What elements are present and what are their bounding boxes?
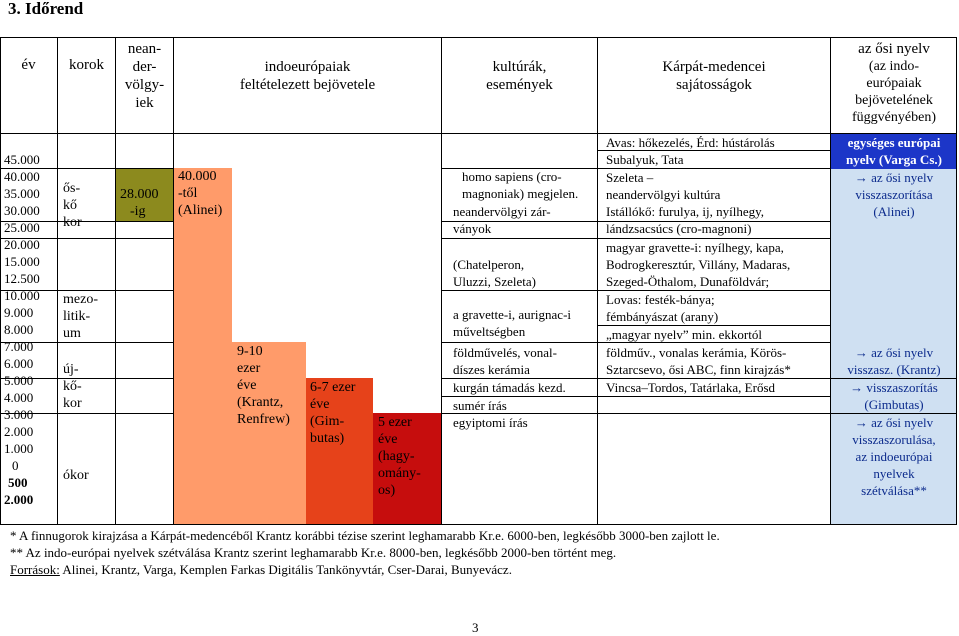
osi-nyelv-varga: egységes európai nyelv (Varga Cs.) [846, 135, 942, 167]
year-cell: 15.000 [4, 254, 40, 269]
year-cell: 12.500 [4, 271, 40, 286]
osi-nyelv-hagyomanyos: → az ősi nyelv visszaszorulása, az indoeur… [852, 415, 936, 498]
sources-label: Források: [10, 562, 60, 577]
varga-cell [831, 133, 956, 169]
alinei-bar [174, 168, 232, 524]
header-neandervolgyiek: nean- der- völgy- iek [124, 41, 165, 111]
table-border [0, 37, 957, 525]
year-cell: 5.000 [4, 373, 34, 388]
karpat-magyar-gravette: magyar gravette-i: nyílhegy, kapa, Bodrog… [606, 240, 791, 289]
header-kulturak: kultúrák, események [486, 59, 553, 93]
osi-nyelv-krantz: → az ősi nyelv visszasz. (Krantz) [847, 345, 941, 377]
year-cell: 2.000 [4, 424, 34, 439]
kor-ujkokor: új-kő-kor [63, 362, 82, 411]
osi-nyelv-cells [831, 169, 956, 524]
year-cell: 9.000 [4, 305, 34, 320]
kultura-neander: neandervölgyi zár-ványok [453, 204, 551, 236]
header-korok: korok [69, 57, 104, 73]
year-cell: 500 [8, 475, 28, 490]
kultura-foldmuveles: földművelés, vonal-díszes kerámia [453, 345, 557, 377]
alinei-bar-label: 40.000 -től (Alinei) [178, 169, 223, 218]
kor-mezolitikum: mezo-litik-um [63, 292, 98, 341]
krantz-bar-label: 9-10 ezer éve (Krantz, Renfrew) [237, 344, 290, 427]
hagyomanyos-bar-label: 5 ezer éve (hagy- omány- os) [378, 415, 421, 498]
karpat-foldmuveles: földműv., vonalas kerámia, Körös- Sztarcs… [606, 345, 791, 377]
neander-bar-label: 28.000 -ig [120, 187, 159, 219]
sources-line: Források: Alinei, Krantz, Varga, Kemplen… [10, 561, 950, 578]
kultura-chatelperon: (Chatelperon, Uluzzi, Szeleta) [453, 257, 537, 289]
year-cell: 10.000 [4, 288, 40, 303]
year-cell: 40.000 [4, 169, 40, 184]
kultura-kurgan: kurgán támadás kezd. [453, 380, 566, 395]
kor-oskokor: ős-kő kor [63, 181, 82, 230]
karpat-magyar-nyelv: „magyar nyelv” min. ekkortól [606, 327, 762, 342]
gimbutas-bar [306, 378, 373, 524]
header-osi-nyelv: az ősi nyelv (az indo- európaiak bejövet… [852, 41, 936, 125]
page-title: 3. Időrend [8, 0, 84, 18]
kultura-sumer: sumér írás [453, 398, 507, 413]
karpat-subalyuk: Subalyuk, Tata [606, 152, 684, 167]
osi-nyelv-gimbutas: → visszaszorítás (Gimbutas) [850, 380, 938, 412]
footnote-2: ** Az indo-európai nyelvek szétválása Kr… [10, 545, 617, 560]
year-cell: 25.000 [4, 220, 40, 235]
page-number: 3 [472, 620, 479, 635]
karpat-istallosko: Istállókő: furulya, ij, nyílhegy, lándzsa… [606, 204, 765, 236]
year-cell: 7.000 [4, 339, 34, 354]
karpat-szeleta: Szeleta – neandervölgyi kultúra [606, 170, 721, 202]
year-cell: 45.000 [4, 152, 40, 167]
year-cell: 20.000 [4, 237, 40, 252]
year-cell: 0 [12, 458, 19, 473]
year-cell: 3.000 [4, 407, 34, 422]
year-cell: 6.000 [4, 356, 34, 371]
krantz-bar [232, 342, 306, 524]
year-cell: 35.000 [4, 186, 40, 201]
year-cell: 30.000 [4, 203, 40, 218]
karpat-avas: Avas: hőkezelés, Érd: hústárolás [606, 135, 775, 150]
sources-text: Alinei, Krantz, Varga, Kemplen Farkas Di… [59, 562, 512, 577]
header-ev: év [21, 57, 36, 73]
year-cell: 4.000 [4, 390, 34, 405]
header-indoeuropaiak: indoeurópaiak feltételezett bejövetele [239, 59, 376, 93]
kor-okor: ókor [63, 468, 89, 483]
karpat-lovas: Lovas: festék-bánya; fémbányászat (arany) [606, 292, 719, 324]
hagyomanyos-bar [373, 413, 441, 524]
gimbutas-bar-label: 6-7 ezer éve (Gim- butas) [310, 380, 356, 446]
year-column: 45.000 40.000 35.000 30.000 25.000 20.00… [4, 151, 56, 508]
footnotes: * A finnugorok kirajzása a Kárpát-medenc… [10, 527, 950, 578]
year-cell: 2.000 [4, 492, 34, 507]
kultura-egyiptomi: egyiptomi írás [453, 415, 528, 430]
neander-bar [116, 168, 173, 221]
kultura-homo-sapiens: homo sapiens (cro-magnoniak) megjelen. [462, 169, 579, 201]
year-cell: 1.000 [4, 441, 34, 456]
kultura-gravette: a gravette-i, aurignac-i műveltségben [453, 307, 572, 339]
year-cell: 8.000 [4, 322, 34, 337]
footnote-1: * A finnugorok kirajzása a Kárpát-medenc… [10, 528, 720, 543]
osi-nyelv-alinei: → az ősi nyelv visszaszorítása (Alinei) [854, 170, 934, 219]
header-karpat: Kárpát-medencei sajátosságok [662, 59, 766, 93]
karpat-vinca: Vincsa–Tordos, Tatárlaka, Erősd [606, 380, 775, 395]
